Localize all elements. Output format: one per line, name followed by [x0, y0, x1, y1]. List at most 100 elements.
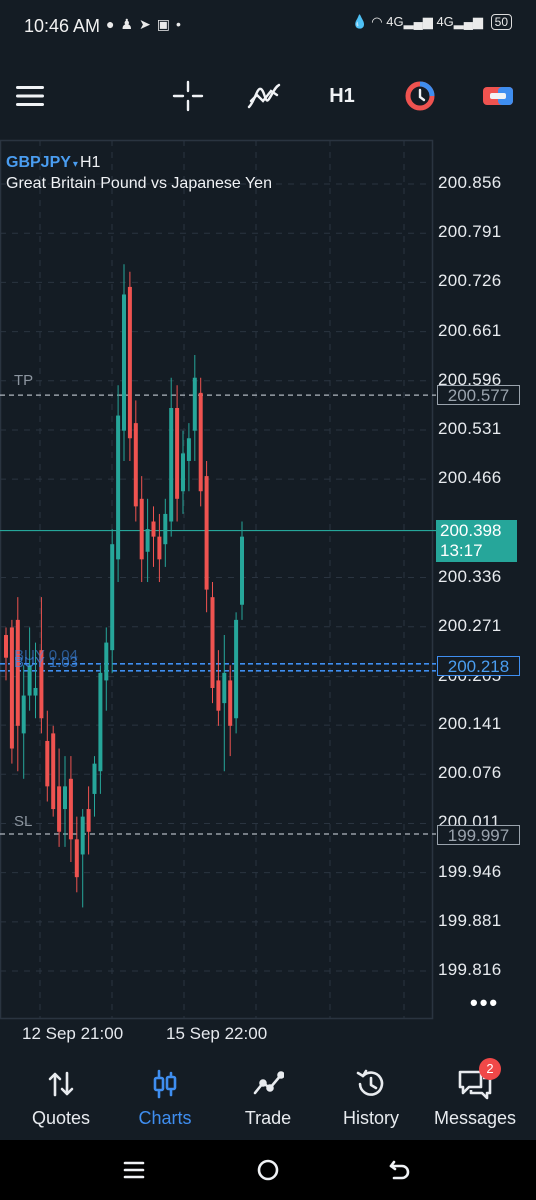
nav-charts[interactable]: Charts [113, 1060, 217, 1140]
price-axis-label: 199.816 [438, 960, 502, 979]
tp-price-box[interactable]: 200.577 [437, 385, 520, 405]
candle-body [234, 619, 239, 719]
time-axis-label-1: 12 Sep 21:00 [22, 1024, 124, 1043]
signal-icon: ▂▄▆ [453, 14, 484, 29]
candle-body [68, 778, 73, 840]
nav-trade[interactable]: Trade [216, 1060, 320, 1140]
network-1: 4G [386, 14, 404, 29]
telegram-icon: ➤ [139, 16, 157, 32]
price-axis-label: 200.661 [438, 320, 502, 340]
candle-body [133, 423, 138, 507]
candle-body [145, 529, 150, 552]
candle-body [216, 680, 221, 711]
hamburger-menu-icon[interactable] [10, 76, 50, 116]
candle-body [116, 415, 121, 560]
nav-messages[interactable]: 2 Messages [423, 1058, 527, 1140]
price-axis-label: 200.596 [438, 369, 502, 389]
candle-body [181, 453, 185, 492]
candle-body [98, 672, 103, 772]
candle-body [15, 619, 20, 726]
candle-body [45, 740, 50, 787]
candle-body [240, 536, 244, 605]
symbol-timeframe: H1 [79, 154, 101, 171]
candle-body [175, 407, 180, 499]
candle-countdown: 13:17 [440, 541, 483, 560]
tp-line-label: TP [14, 372, 34, 389]
candle-body [139, 498, 144, 560]
quotes-arrows-icon [9, 1060, 113, 1108]
price-axis-label: 200.336 [438, 566, 502, 586]
crosshair-icon[interactable] [168, 76, 208, 116]
candle-body [157, 536, 162, 560]
candle-body [92, 763, 97, 794]
price-axis-label: 199.881 [438, 910, 502, 930]
candle-body [169, 407, 174, 522]
candle-body [57, 786, 62, 832]
account-icon[interactable] [478, 76, 518, 116]
candle-body [198, 392, 203, 492]
candle-body [104, 642, 109, 681]
candlestick-chart[interactable] [0, 138, 536, 1022]
price-axis-label: 199.946 [438, 861, 502, 881]
chart-area[interactable]: GBPJPY ▾ H1 Great Britain Pound vs Japanes… [0, 138, 536, 1043]
back-icon[interactable] [380, 1152, 420, 1188]
network-2: 4G [436, 14, 454, 29]
symbol-selector[interactable]: GBPJPY ▾ H1 [6, 154, 100, 172]
data-saver-icon: 💧 [351, 14, 368, 29]
buy-position-label-back: BUY 0.04 [14, 647, 78, 664]
candle-body [222, 672, 227, 704]
nav-quotes[interactable]: Quotes [9, 1060, 113, 1140]
gallery-icon: ▣ [156, 16, 176, 32]
candle-body [39, 650, 44, 719]
price-axis-label: 200.726 [438, 271, 502, 291]
candle-body [163, 513, 168, 545]
system-icons: 💧 ◠ 4G▂▄▆ 4G▂▄▆ 50 [351, 14, 512, 30]
one-click-trading-icon[interactable] [400, 76, 440, 116]
time-axis-label-2: 15 Sep 22:00 [166, 1024, 268, 1043]
candle-body [122, 294, 126, 431]
status-time: 10:46 AM [24, 16, 101, 36]
candle-body [74, 839, 79, 878]
timeframe-button[interactable]: H1 [329, 84, 355, 107]
buy-price-box[interactable]: 200.218 [437, 656, 520, 676]
sl-price-box[interactable]: 199.997 [437, 825, 520, 845]
indicators-icon[interactable] [244, 76, 284, 116]
candle-body [210, 597, 215, 688]
price-axis-label: 200.271 [438, 615, 502, 635]
more-dots-icon[interactable]: ••• [470, 990, 500, 1015]
bottom-navigation: Quotes Charts Trade History 2 Messages [0, 1058, 536, 1140]
candle-body [186, 438, 191, 461]
candle-body [127, 286, 132, 439]
messages-bubble-icon [423, 1060, 527, 1108]
battery-icon: 50 [490, 14, 512, 30]
messages-badge: 2 [479, 1058, 501, 1080]
nav-history[interactable]: History [319, 1060, 423, 1140]
candle-body [4, 635, 8, 658]
recents-icon[interactable] [114, 1152, 154, 1188]
home-icon[interactable] [248, 1152, 288, 1188]
symbol-dropdown-icon: ▾ [72, 159, 78, 170]
price-axis-label: 200.856 [438, 173, 502, 192]
signal-icon: ▂▄▆ [403, 14, 433, 29]
candle-body [86, 809, 91, 832]
candle-body [151, 521, 156, 537]
candle-body [110, 544, 115, 651]
wifi-icon: ◠ [371, 14, 383, 29]
snapchat-icon: ♟ [120, 16, 140, 32]
status-bar: 10:46 AM ●♟➤▣• 💧 ◠ 4G▂▄▆ 4G▂▄▆ 50 [0, 0, 536, 56]
history-clock-icon [319, 1060, 423, 1108]
messenger-icon: ● [106, 16, 121, 32]
symbol-description: Great Britain Pound vs Japanese Yen [6, 175, 272, 192]
price-axis-label: 200.466 [438, 468, 502, 488]
buy-position-label[interactable]: BUY 1.03 [14, 654, 78, 671]
candle-body [204, 476, 209, 590]
charts-candles-icon [113, 1060, 217, 1108]
price-axis-label: 200.791 [438, 222, 502, 242]
candle-body [21, 695, 26, 734]
candle-body [192, 377, 197, 431]
price-axis-label: 200.076 [438, 763, 502, 783]
current-price: 200.398 [440, 521, 502, 540]
candle-body [80, 816, 85, 855]
dot-icon: • [176, 16, 187, 32]
current-price-box: 200.398 13:17 [436, 520, 517, 562]
